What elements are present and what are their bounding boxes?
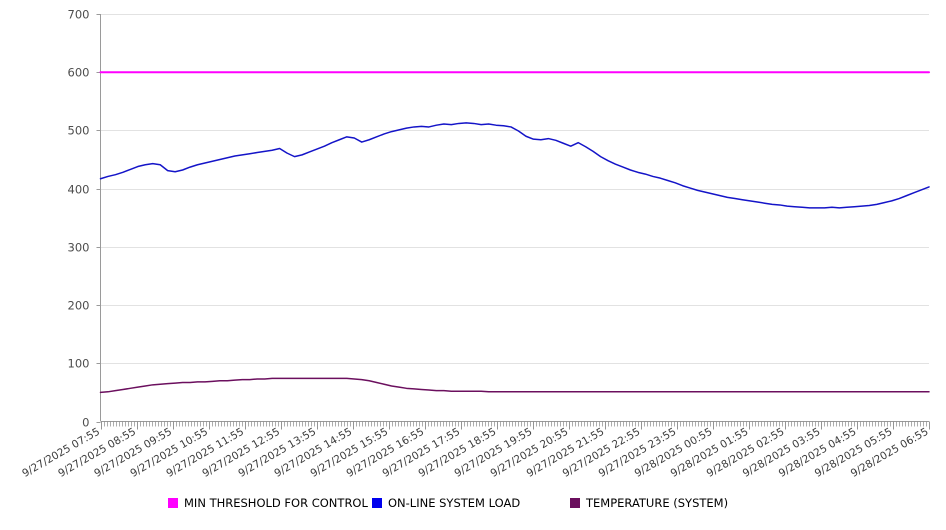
y-axis-tick-label: 200 — [68, 299, 90, 313]
legend-item-label: MIN THRESHOLD FOR CONTROL — [184, 496, 368, 510]
legend-item[interactable]: ON-LINE SYSTEM LOAD — [372, 496, 520, 510]
legend-swatch-icon — [372, 498, 382, 508]
y-axis-ticks — [96, 14, 101, 423]
y-axis-tick-label: 700 — [68, 8, 90, 22]
legend-item[interactable]: TEMPERATURE (SYSTEM) — [570, 496, 728, 510]
x-axis-ticks — [101, 421, 930, 430]
legend-swatch-icon — [570, 498, 580, 508]
legend-swatch-icon — [168, 498, 178, 508]
y-axis-labels: 0 100 200 300 400 500 600 700 — [68, 8, 90, 430]
data-series — [99, 71, 930, 394]
y-axis-tick-label: 0 — [82, 416, 89, 430]
legend-item[interactable]: MIN THRESHOLD FOR CONTROL — [168, 496, 368, 510]
legend-item-label: TEMPERATURE (SYSTEM) — [586, 496, 729, 510]
series-line — [99, 122, 930, 209]
series-line — [99, 377, 930, 394]
y-axis-tick-label: 600 — [68, 66, 90, 80]
axis-lines — [100, 14, 929, 422]
legend-item-label: ON-LINE SYSTEM LOAD — [388, 496, 521, 510]
y-axis-tick-label: 400 — [68, 183, 90, 197]
x-axis-labels: 9/27/2025 07:559/27/2025 08:559/27/2025 … — [20, 426, 930, 480]
grid-lines — [100, 14, 929, 364]
y-axis-tick-label: 300 — [68, 241, 90, 255]
y-axis-tick-label: 100 — [68, 357, 90, 371]
chart-legend: MIN THRESHOLD FOR CONTROL ON-LINE SYSTEM … — [0, 496, 946, 516]
y-axis-tick-label: 500 — [68, 124, 90, 138]
